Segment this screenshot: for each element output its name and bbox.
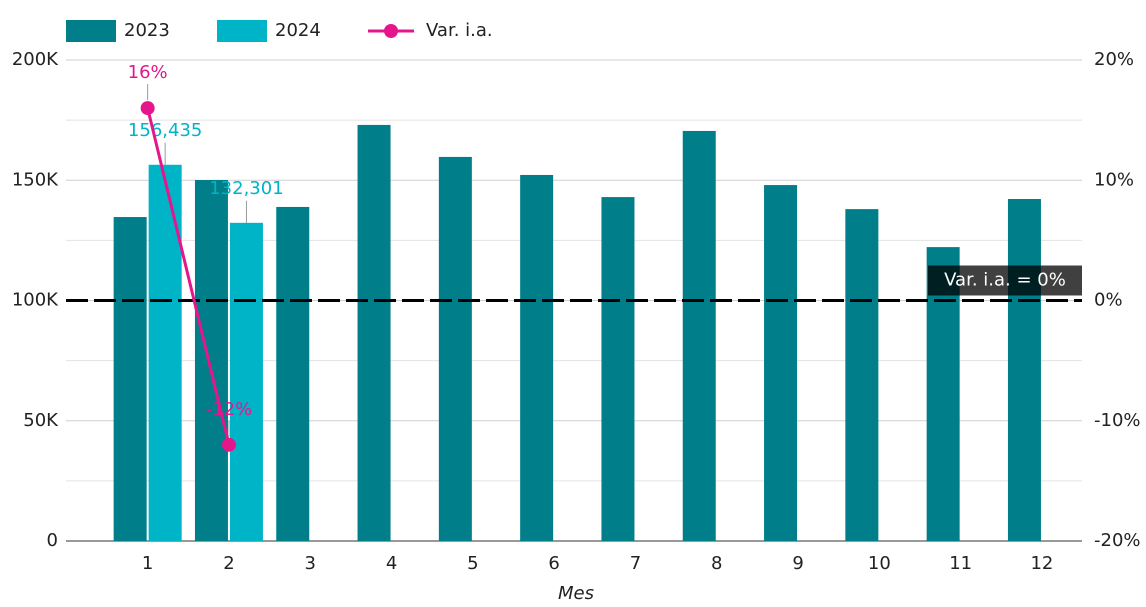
x-tick-label: 1 xyxy=(142,553,153,574)
x-tick-label: 12 xyxy=(1030,553,1053,574)
legend-swatch xyxy=(66,20,116,42)
y2-tick-label: 10% xyxy=(1094,169,1134,190)
bar xyxy=(764,185,798,541)
bar xyxy=(682,130,716,541)
legend-swatch xyxy=(384,24,398,38)
y-tick-label: 150K xyxy=(12,169,59,190)
bar xyxy=(357,124,391,541)
bar xyxy=(601,197,635,541)
y-tick-label: 0 xyxy=(47,530,58,551)
y2-tick-label: -20% xyxy=(1094,530,1141,551)
bar xyxy=(148,164,182,542)
data-label: 132,301 xyxy=(209,178,283,199)
reference-label: Var. i.a. = 0% xyxy=(944,270,1066,291)
y2-tick-label: 0% xyxy=(1094,290,1123,311)
point xyxy=(140,101,155,116)
bar xyxy=(194,180,228,541)
x-tick-label: 9 xyxy=(792,553,803,574)
x-tick-label: 8 xyxy=(711,553,722,574)
line xyxy=(146,107,231,446)
reference-label-bg xyxy=(928,265,1082,296)
y-tick-label: 200K xyxy=(12,49,59,70)
y2-tick-label: 20% xyxy=(1094,49,1134,70)
x-tick-label: 5 xyxy=(467,553,478,574)
x-tick-label: 11 xyxy=(949,553,972,574)
point xyxy=(221,437,236,452)
bar xyxy=(438,156,472,541)
bar xyxy=(520,174,554,542)
x-tick-label: 2 xyxy=(223,553,234,574)
y-tick-label: 100K xyxy=(12,290,59,311)
x-tick-label: 7 xyxy=(630,553,641,574)
bar xyxy=(276,206,310,541)
y2-tick-label: -10% xyxy=(1094,410,1141,431)
data-label: -12% xyxy=(206,399,253,420)
data-label: 16% xyxy=(128,62,168,83)
legend-label: 2023 xyxy=(124,20,170,41)
x-tick-label: 4 xyxy=(386,553,397,574)
bar xyxy=(229,222,263,541)
x-tick-label: 3 xyxy=(305,553,316,574)
x-axis-label: Mes xyxy=(558,583,594,604)
legend-swatch xyxy=(217,20,267,42)
y-tick-label: 50K xyxy=(23,410,59,431)
data-label: 156,435 xyxy=(128,120,202,141)
x-tick-label: 6 xyxy=(548,553,559,574)
bar xyxy=(926,247,960,541)
legend-label: Var. i.a. xyxy=(426,20,493,41)
bar xyxy=(845,209,879,542)
legend-label: 2024 xyxy=(275,20,321,41)
x-tick-label: 10 xyxy=(868,553,891,574)
bar xyxy=(113,217,147,541)
bar xyxy=(1007,199,1041,541)
